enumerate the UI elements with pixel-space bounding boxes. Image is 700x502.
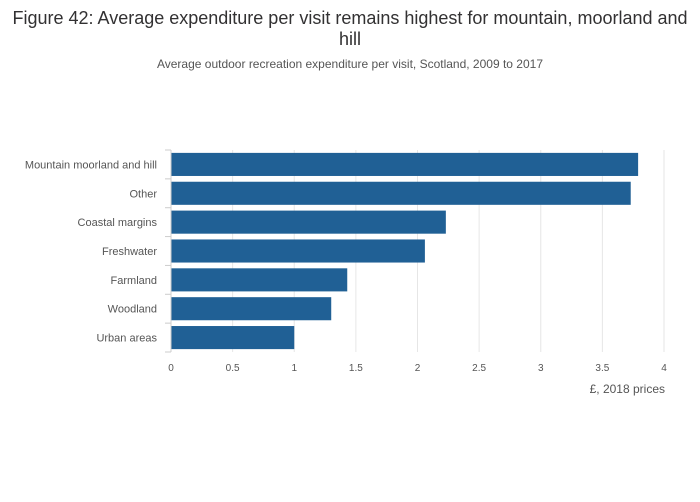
- category-label: Coastal margins: [78, 217, 158, 229]
- x-tick-label: 0: [168, 363, 174, 374]
- x-tick-label: 3.5: [595, 363, 609, 374]
- bar[interactable]: [171, 297, 332, 321]
- bar[interactable]: [171, 268, 348, 292]
- bar[interactable]: [171, 152, 639, 176]
- x-tick-label: 1.5: [349, 363, 363, 374]
- category-label: Freshwater: [102, 246, 157, 258]
- category-label: Woodland: [108, 304, 157, 316]
- bar[interactable]: [171, 239, 425, 263]
- x-tick-label: 4: [661, 363, 667, 374]
- category-label: Farmland: [111, 275, 157, 287]
- x-tick-labels: 0 0.5 1 1.5 2 2.5 3 3.5 4: [168, 363, 667, 374]
- x-tick-label: 2: [415, 363, 421, 374]
- x-tick-label: 2.5: [472, 363, 486, 374]
- bar[interactable]: [171, 210, 446, 234]
- axes: [165, 149, 172, 353]
- category-labels: Mountain moorland and hill Other Coastal m…: [25, 159, 158, 344]
- chart-title: Figure 42: Average expenditure per visit…: [12, 8, 688, 49]
- category-label: Urban areas: [96, 333, 157, 345]
- x-axis-title: £, 2018 prices: [590, 382, 665, 396]
- x-tick-label: 1: [291, 363, 297, 374]
- bar[interactable]: [171, 181, 631, 205]
- bars: [171, 152, 639, 350]
- category-label: Other: [129, 188, 157, 200]
- category-label: Mountain moorland and hill: [25, 159, 157, 171]
- x-tick-label: 0.5: [226, 363, 240, 374]
- x-tick-label: 3: [538, 363, 544, 374]
- bar[interactable]: [171, 326, 295, 350]
- chart-subtitle: Average outdoor recreation expenditure p…: [156, 57, 544, 71]
